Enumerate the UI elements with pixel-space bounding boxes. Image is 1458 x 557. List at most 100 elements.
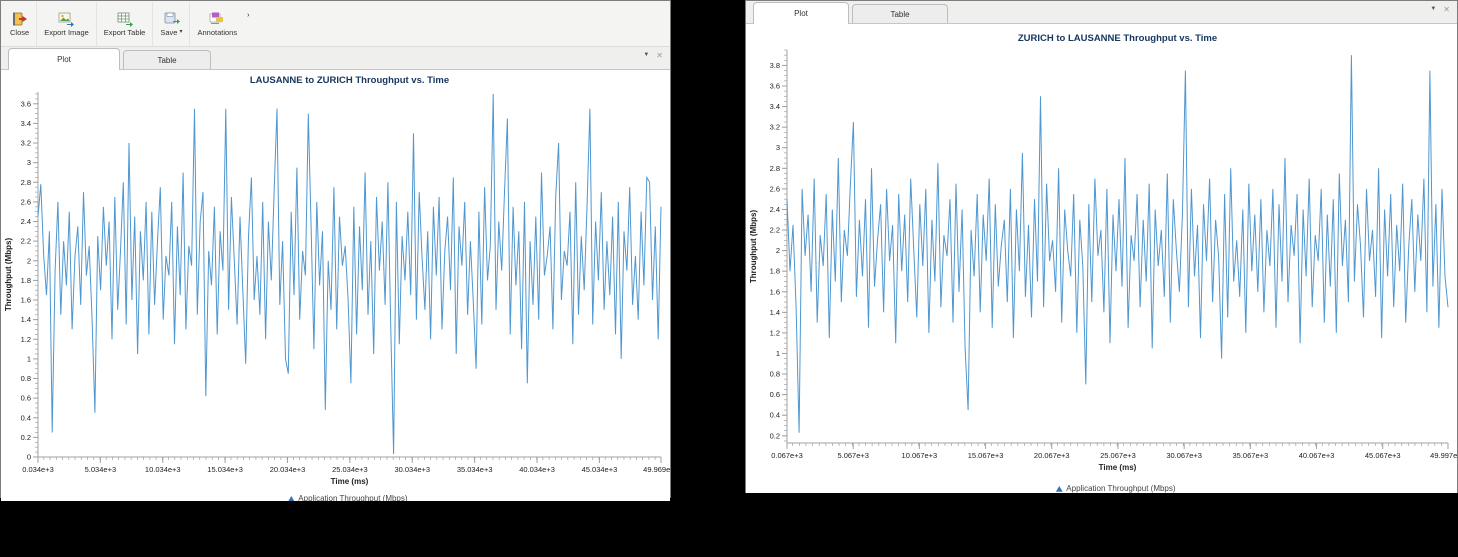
x-axis-label: Time (ms) xyxy=(331,477,369,486)
legend-label: Application Throughput (Mbps) xyxy=(298,494,408,501)
pane-collapse-icon[interactable]: ▼ xyxy=(1430,6,1437,12)
close-button-label: Close xyxy=(10,28,30,38)
x-tick-label: 49.997e+3 xyxy=(1430,451,1457,460)
save-button-label: Save xyxy=(160,28,178,38)
x-tick-label: 35.067e+3 xyxy=(1233,451,1269,460)
y-tick-label: 2.2 xyxy=(21,237,31,246)
throughput-chart-lausanne-to-zurich: LAUSANNE to ZURICH Throughput vs. Time 0.… xyxy=(1,70,670,501)
x-tick-label: 20.034e+3 xyxy=(270,465,306,474)
x-tick-label: 25.034e+3 xyxy=(332,465,368,474)
x-tick-label: 25.067e+3 xyxy=(1100,451,1136,460)
x-tick-label: 45.067e+3 xyxy=(1365,451,1401,460)
y-tick-label: 3 xyxy=(27,158,31,167)
y-tick-label: 0.8 xyxy=(770,370,780,379)
y-tick-label: 1 xyxy=(776,349,780,358)
save-dropdown-caret-icon[interactable]: ▾ xyxy=(179,29,183,35)
legend-marker-icon xyxy=(288,496,295,501)
export-table-icon xyxy=(117,12,133,28)
y-tick-label: 0.6 xyxy=(21,394,31,403)
legend-marker-icon xyxy=(1055,486,1063,492)
y-tick-label: 2.8 xyxy=(21,178,31,187)
export-table-button-label: Export Table xyxy=(103,28,146,38)
y-tick-label: 0 xyxy=(27,453,31,462)
y-tick-label: 2.4 xyxy=(770,205,780,214)
close-button[interactable]: Close xyxy=(3,2,38,46)
y-axis-label: Throughput (Mbps) xyxy=(749,210,758,284)
x-tick-label: 15.067e+3 xyxy=(968,451,1004,460)
y-tick-label: 3.4 xyxy=(21,119,31,128)
y-tick-label: 0.2 xyxy=(770,431,780,440)
tab-table[interactable]: Table xyxy=(123,50,211,69)
y-tick-label: 2.6 xyxy=(21,197,31,206)
y-axis-label: Throughput (Mbps) xyxy=(4,238,13,312)
y-tick-label: 3 xyxy=(776,143,780,152)
y-tick-label: 0.8 xyxy=(21,374,31,383)
y-tick-label: 2.8 xyxy=(770,164,780,173)
pane-close-icon[interactable]: ✕ xyxy=(656,51,663,60)
x-tick-label: 5.067e+3 xyxy=(837,451,869,460)
y-tick-label: 3.6 xyxy=(21,99,31,108)
x-tick-label: 10.067e+3 xyxy=(902,451,938,460)
save-icon xyxy=(165,12,181,25)
y-tick-label: 2 xyxy=(776,246,780,255)
x-tick-label: 20.067e+3 xyxy=(1034,451,1070,460)
pane-close-icon[interactable]: ✕ xyxy=(1443,5,1450,14)
x-tick-label: 0.067e+3 xyxy=(771,451,803,460)
y-tick-label: 2.6 xyxy=(770,184,780,193)
save-button[interactable]: Save ▾ xyxy=(153,2,191,46)
x-tick-label: 30.067e+3 xyxy=(1166,451,1202,460)
chart-title: ZURICH to LAUSANNE Throughput vs. Time xyxy=(1018,33,1217,44)
y-tick-label: 2.2 xyxy=(770,226,780,235)
throughput-chart-zurich-to-lausanne: ZURICH to LAUSANNE Throughput vs. Time 0.… xyxy=(746,24,1457,493)
x-tick-label: 35.034e+3 xyxy=(457,465,493,474)
left-tabstrip: Plot Table ▼ ✕ xyxy=(1,47,670,70)
export-image-button[interactable]: Export Image xyxy=(37,2,97,46)
plot-window-lausanne-to-zurich: Close Export Image Export Table xyxy=(0,0,671,501)
x-axis-label: Time (ms) xyxy=(1099,463,1137,472)
y-tick-label: 1.4 xyxy=(21,315,31,324)
y-tick-label: 1.2 xyxy=(21,335,31,344)
x-tick-label: 10.034e+3 xyxy=(145,465,181,474)
toolbar-overflow-icon[interactable]: › xyxy=(247,12,250,19)
x-tick-label: 40.067e+3 xyxy=(1299,451,1335,460)
y-tick-label: 1.8 xyxy=(770,267,780,276)
chart-title: LAUSANNE to ZURICH Throughput vs. Time xyxy=(250,75,449,86)
legend-label: Application Throughput (Mbps) xyxy=(1066,484,1176,493)
y-tick-label: 0.2 xyxy=(21,433,31,442)
throughput-series-line xyxy=(37,93,662,455)
close-icon xyxy=(12,12,27,26)
right-tabstrip: Plot Table ▼ ✕ xyxy=(746,1,1457,24)
tab-table[interactable]: Table xyxy=(852,4,948,23)
export-table-button[interactable]: Export Table xyxy=(97,2,154,46)
x-tick-label: 49.969e+3 xyxy=(643,465,670,474)
plot-window-zurich-to-lausanne: Plot Table ▼ ✕ ZURICH to LAUSANNE Throug… xyxy=(745,0,1458,493)
x-tick-label: 40.034e+3 xyxy=(519,465,555,474)
y-tick-label: 3.6 xyxy=(770,82,780,91)
x-tick-label: 30.034e+3 xyxy=(394,465,430,474)
tab-plot[interactable]: Plot xyxy=(8,48,120,70)
annotations-button-label: Annotations xyxy=(197,28,238,38)
export-image-button-label: Export Image xyxy=(44,28,89,38)
pane-collapse-icon[interactable]: ▼ xyxy=(643,52,650,58)
y-tick-label: 2 xyxy=(27,256,31,265)
y-tick-label: 1.6 xyxy=(21,296,31,305)
y-tick-label: 0.4 xyxy=(770,411,780,420)
toolbar: Close Export Image Export Table xyxy=(1,1,670,47)
annotations-button[interactable]: Annotations xyxy=(190,2,244,46)
throughput-series-line xyxy=(786,55,1449,433)
annotations-icon xyxy=(209,12,224,25)
x-tick-label: 5.034e+3 xyxy=(85,465,117,474)
y-tick-label: 1.8 xyxy=(21,276,31,285)
y-tick-label: 3.8 xyxy=(770,61,780,70)
y-tick-label: 1 xyxy=(27,354,31,363)
y-tick-label: 0.6 xyxy=(770,390,780,399)
y-tick-label: 1.2 xyxy=(770,328,780,337)
x-tick-label: 0.034e+3 xyxy=(22,465,54,474)
export-image-icon xyxy=(59,12,75,28)
y-tick-label: 0.4 xyxy=(21,413,31,422)
y-tick-label: 1.6 xyxy=(770,287,780,296)
tab-plot[interactable]: Plot xyxy=(753,2,849,24)
x-tick-label: 15.034e+3 xyxy=(207,465,243,474)
y-tick-label: 2.4 xyxy=(21,217,31,226)
y-tick-label: 3.2 xyxy=(21,139,31,148)
